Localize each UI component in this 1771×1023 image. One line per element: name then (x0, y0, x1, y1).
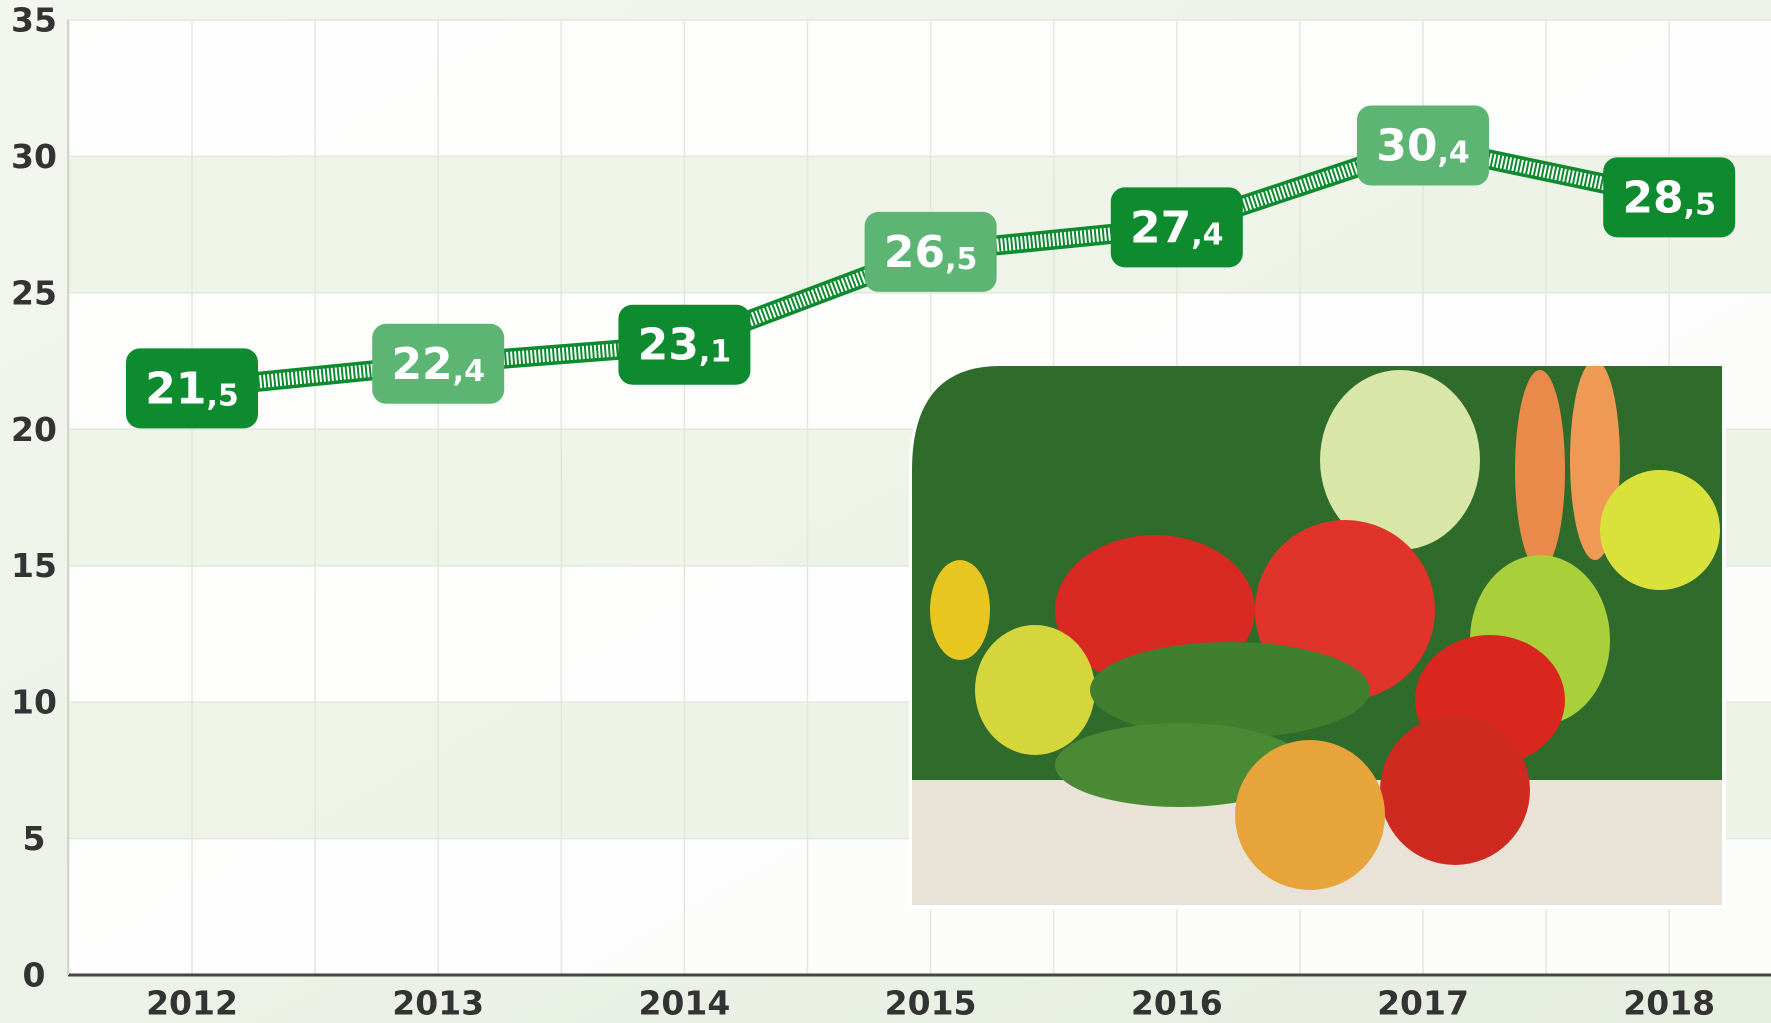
vegetables-photo (900, 360, 1730, 920)
y-tick-label: 35 (11, 1, 57, 40)
x-tick-label: 2016 (1131, 984, 1223, 1023)
x-tick-label: 2015 (885, 984, 977, 1023)
y-tick-label: 25 (11, 273, 57, 312)
y-tick-label: 15 (11, 546, 57, 585)
y-tick-label: 20 (11, 410, 57, 449)
x-tick-label: 2012 (146, 984, 238, 1023)
x-tick-label: 2013 (392, 984, 484, 1023)
band (68, 20, 1771, 156)
y-tick-label: 10 (11, 683, 57, 722)
x-tick-label: 2014 (638, 984, 730, 1023)
y-tick-label: 5 (23, 819, 46, 858)
x-tick-label: 2017 (1377, 984, 1469, 1023)
y-tick-label: 0 (23, 956, 46, 995)
y-tick-label: 30 (11, 137, 57, 176)
x-tick-label: 2018 (1623, 984, 1715, 1023)
chart: 0 5 10 15 20 25 30 35 2012 2013 2014 2015 2016 2017 20… (0, 0, 1771, 1023)
